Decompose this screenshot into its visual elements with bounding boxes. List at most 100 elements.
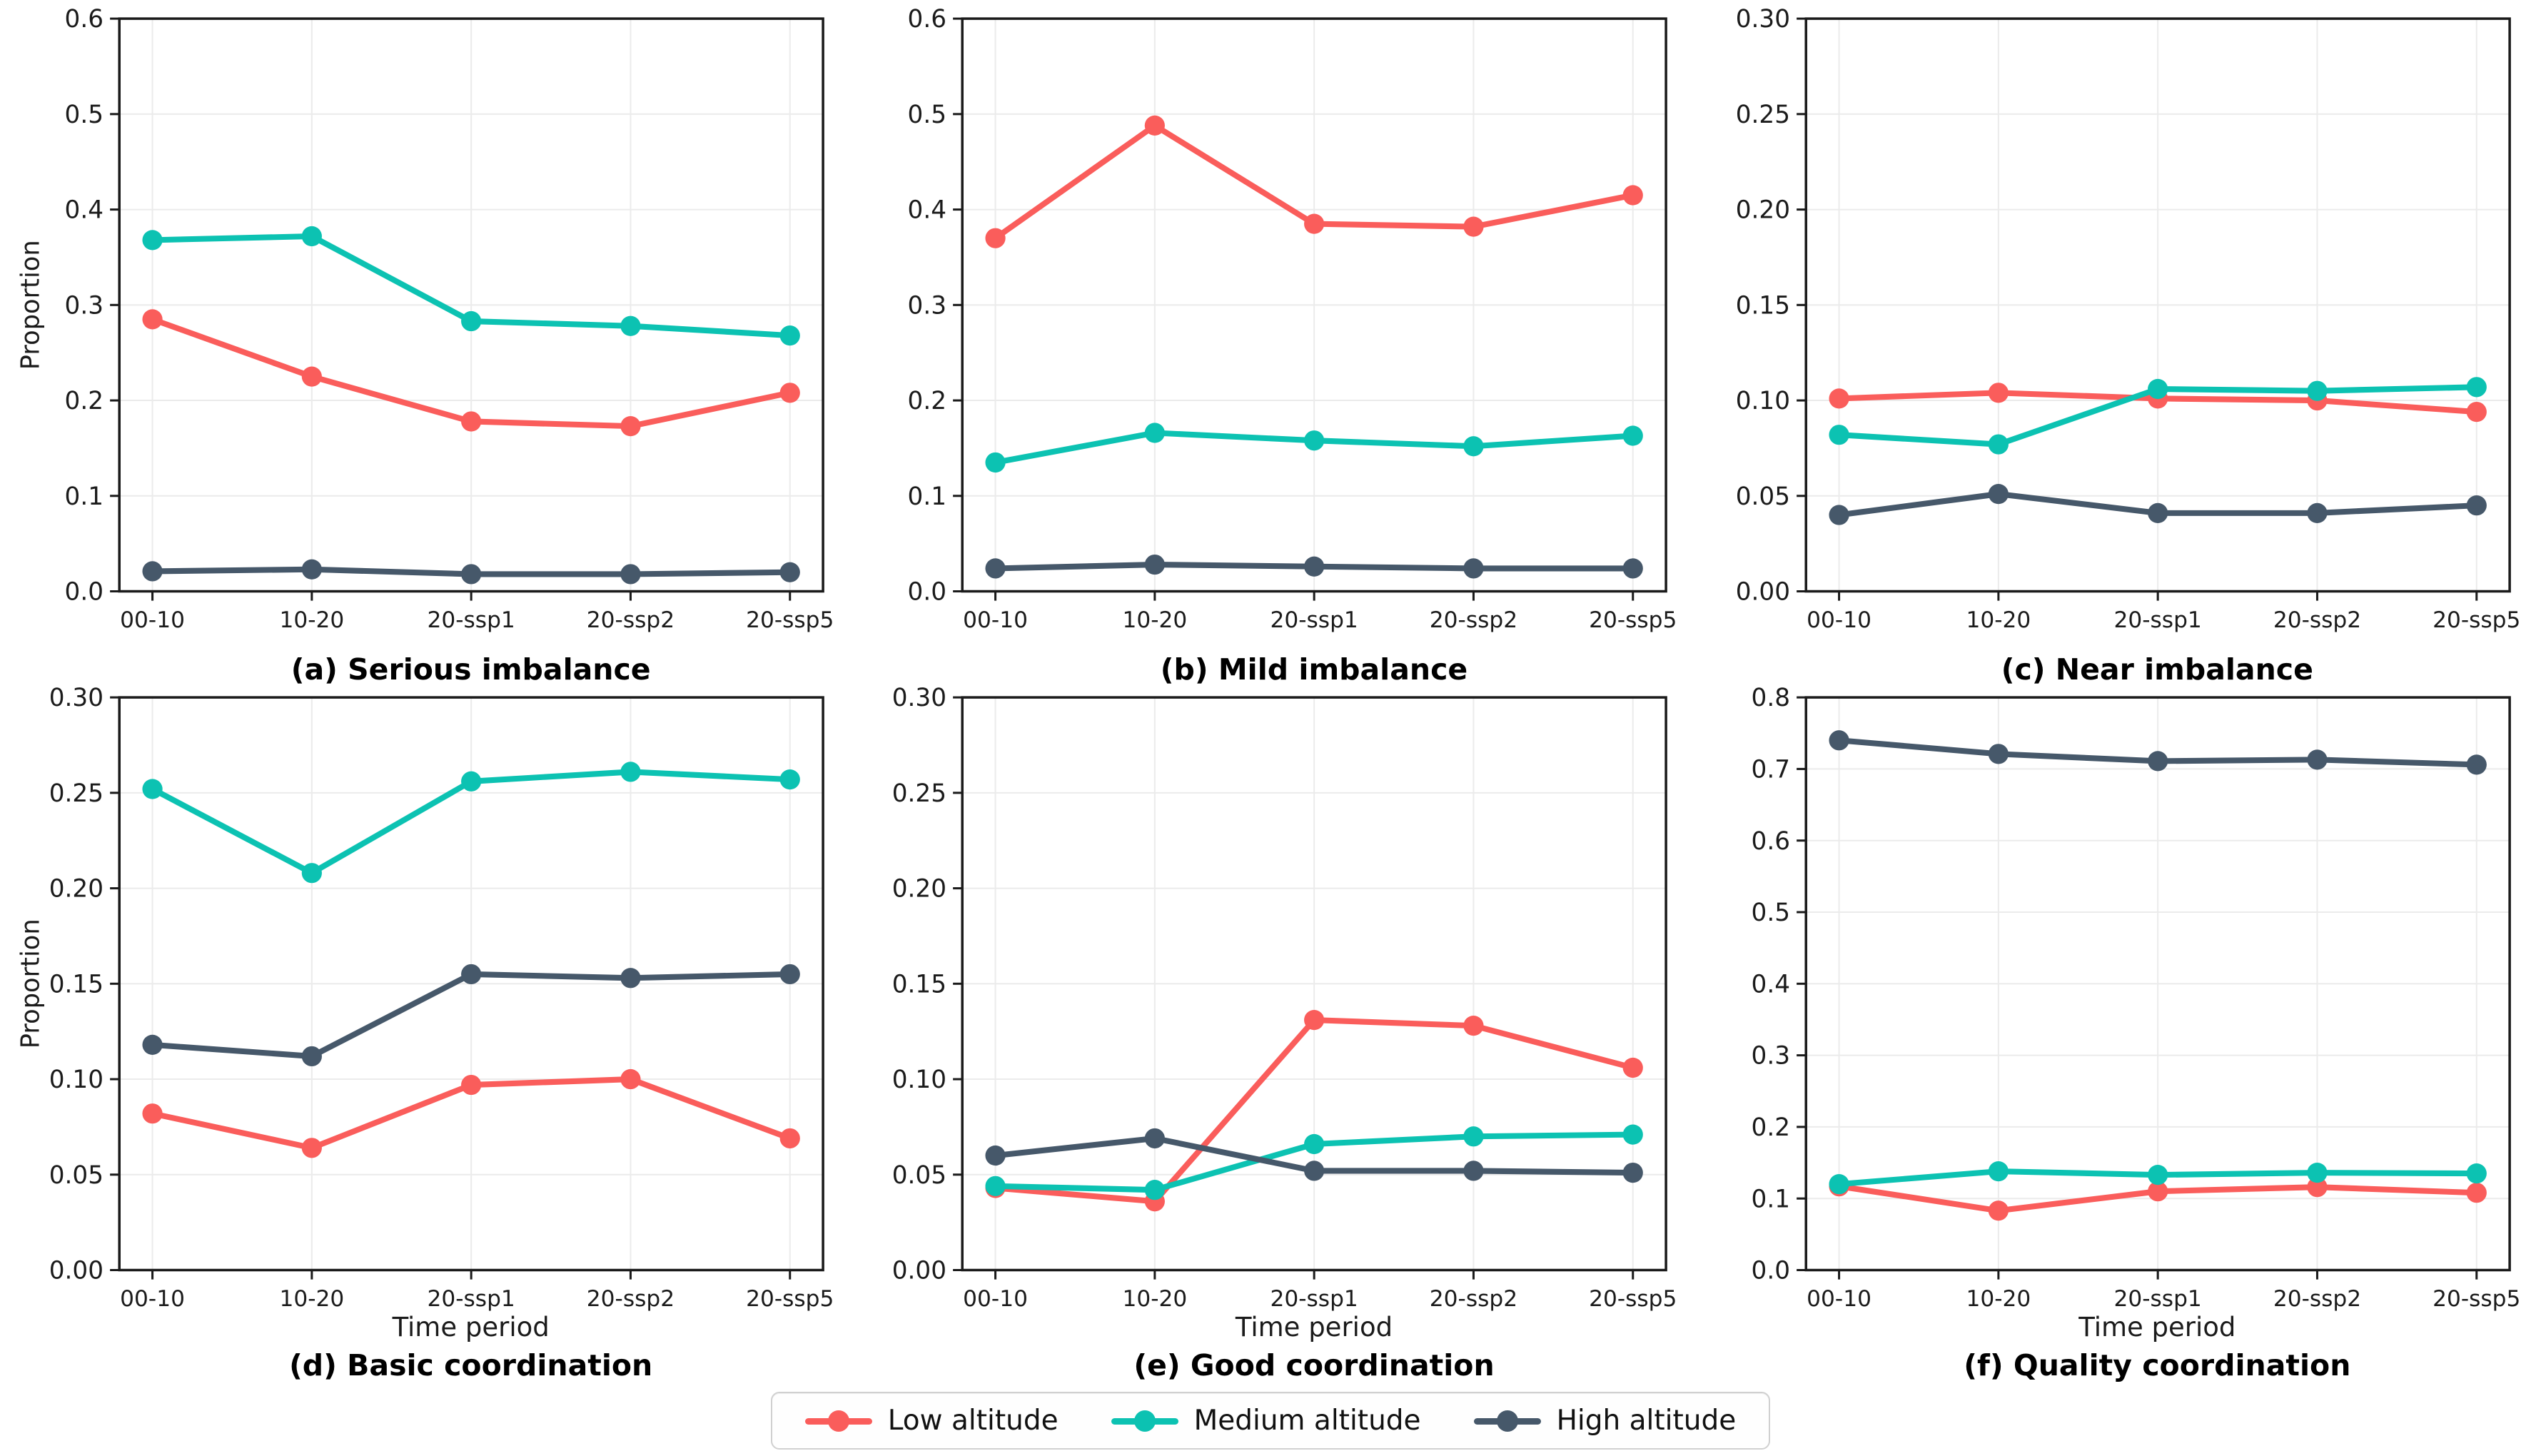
data-point-marker — [1829, 1174, 1849, 1195]
x-tick-label: 20-ssp5 — [1589, 1286, 1677, 1312]
data-point-marker — [142, 561, 163, 582]
data-point-marker — [142, 309, 163, 330]
data-point-marker — [985, 558, 1006, 579]
y-tick-label: 0.3 — [908, 291, 947, 320]
y-tick-label: 0.1 — [1751, 1185, 1790, 1213]
data-point-marker — [985, 1176, 1006, 1196]
y-tick-label: 0.6 — [1751, 827, 1790, 856]
y-tick-label: 0.1 — [65, 482, 104, 511]
x-tick-label: 20-ssp5 — [746, 607, 834, 633]
data-point-marker — [985, 228, 1006, 248]
x-tick-label: 20-ssp2 — [1430, 1286, 1517, 1312]
data-point-marker — [1145, 115, 1166, 136]
data-point-marker — [1463, 1016, 1484, 1036]
x-tick-label: 00-10 — [120, 1286, 185, 1312]
data-point-marker — [2466, 401, 2487, 423]
data-point-marker — [2466, 754, 2487, 775]
data-point-marker — [2307, 502, 2328, 523]
data-point-marker — [620, 416, 641, 437]
data-point-marker — [142, 1034, 163, 1056]
data-point-marker — [985, 452, 1006, 473]
y-tick-label: 0.20 — [1735, 196, 1789, 225]
x-tick-label: 20-ssp5 — [2433, 1286, 2520, 1312]
x-tick-label: 20-ssp2 — [1430, 607, 1517, 633]
y-tick-label: 0.1 — [908, 482, 947, 511]
y-tick-label: 0.3 — [65, 291, 104, 320]
data-point-marker — [1988, 383, 2009, 403]
y-tick-label: 0.05 — [49, 1161, 103, 1190]
data-point-marker — [1622, 1124, 1644, 1145]
y-tick-label: 0.5 — [65, 101, 104, 129]
y-tick-label: 0.4 — [65, 196, 104, 225]
y-tick-label: 0.25 — [1735, 101, 1789, 129]
y-tick-label: 0.20 — [49, 875, 103, 904]
legend-item-high-altitude: High altitude — [1473, 1405, 1737, 1437]
x-tick-label: 20-ssp1 — [428, 607, 515, 633]
chart-d-basic-coordination: 0.00 0.05 0.10 0.15 0.20 0.25 0.30 00-10 10-20 20… — [16, 687, 834, 1312]
data-point-marker — [1988, 483, 2009, 505]
x-tick-label: 00-10 — [120, 607, 185, 633]
x-tick-label: 10-20 — [1123, 607, 1188, 633]
y-tick-label: 0.10 — [1735, 387, 1789, 415]
data-point-marker — [1304, 1133, 1325, 1155]
data-point-marker — [2147, 502, 2168, 523]
data-point-marker — [2466, 377, 2487, 398]
chart-a-serious-imbalance: 0.0 0.1 0.2 0.3 0.4 0.5 0.6 00-10 10-20 20-ssp1 20… — [16, 9, 834, 633]
y-tick-label: 0.0 — [908, 578, 947, 607]
data-point-marker — [985, 1145, 1006, 1166]
data-point-marker — [779, 964, 800, 985]
data-point-marker — [1829, 388, 1849, 409]
data-point-marker — [1622, 1057, 1644, 1078]
y-tick-label: 0.15 — [892, 970, 946, 999]
y-axis-label: Proportion — [16, 240, 45, 370]
chart-f-quality-coordination: 0.0 0.1 0.2 0.3 0.4 0.5 0.6 0.7 0.8 00-10 10-20 20-… — [1751, 687, 2520, 1312]
x-tick-label: 00-10 — [1807, 607, 1871, 633]
y-tick-label: 0.0 — [65, 578, 104, 607]
data-point-marker — [2147, 1165, 2168, 1185]
legend-label-low: Low altitude — [887, 1405, 1059, 1437]
data-point-marker — [1304, 430, 1325, 451]
data-point-marker — [1304, 1161, 1325, 1181]
data-point-marker — [620, 762, 641, 782]
y-tick-label: 0.2 — [908, 387, 947, 415]
subplot-e-caption: (e) Good coordination — [1133, 1348, 1495, 1383]
y-tick-label: 0.30 — [1735, 9, 1789, 34]
low-altitude-line-marker-icon — [804, 1409, 872, 1433]
legend-item-low-altitude: Low altitude — [804, 1405, 1059, 1437]
y-tick-label: 0.05 — [1735, 482, 1789, 511]
x-tick-label: 20-ssp1 — [1270, 1286, 1358, 1312]
high-altitude-line-marker-icon — [1473, 1409, 1541, 1433]
data-point-marker — [461, 310, 482, 332]
data-point-marker — [1145, 1128, 1166, 1149]
data-point-marker — [301, 559, 322, 580]
data-point-marker — [779, 769, 800, 790]
data-point-marker — [2307, 1163, 2328, 1183]
data-point-marker — [779, 383, 800, 403]
x-tick-label: 20-ssp1 — [2113, 1286, 2201, 1312]
data-point-marker — [461, 411, 482, 432]
data-point-marker — [301, 366, 322, 387]
data-point-marker — [2307, 380, 2328, 401]
x-tick-label: 20-ssp1 — [2113, 607, 2201, 633]
data-point-marker — [779, 562, 800, 582]
subplot-e-good-coordination: 0.00 0.05 0.10 0.15 0.20 0.25 0.30 00-10 10-20 20… — [853, 687, 1687, 1383]
x-tick-label: 20-ssp2 — [2273, 1286, 2360, 1312]
y-axis-label: Proportion — [16, 919, 45, 1048]
legend-label-high: High altitude — [1556, 1405, 1737, 1437]
data-point-marker — [2466, 1163, 2487, 1184]
x-axis-label: Time period — [392, 1312, 550, 1343]
data-point-marker — [142, 230, 163, 251]
data-point-marker — [2147, 378, 2168, 400]
y-tick-label: 0.3 — [1751, 1042, 1790, 1071]
data-point-marker — [461, 1074, 482, 1096]
data-point-marker — [2147, 1181, 2168, 1202]
x-tick-label: 10-20 — [279, 607, 344, 633]
chart-e-good-coordination: 0.00 0.05 0.10 0.15 0.20 0.25 0.30 00-10 10-20 20… — [892, 687, 1677, 1312]
data-point-marker — [1622, 1162, 1644, 1183]
legend-item-medium-altitude: Medium altitude — [1111, 1405, 1421, 1437]
data-point-marker — [1988, 1200, 2009, 1221]
medium-altitude-line-marker-icon — [1111, 1409, 1178, 1433]
data-point-marker — [1145, 423, 1166, 443]
data-point-marker — [1988, 1161, 2009, 1182]
y-tick-label: 0.4 — [1751, 970, 1790, 999]
